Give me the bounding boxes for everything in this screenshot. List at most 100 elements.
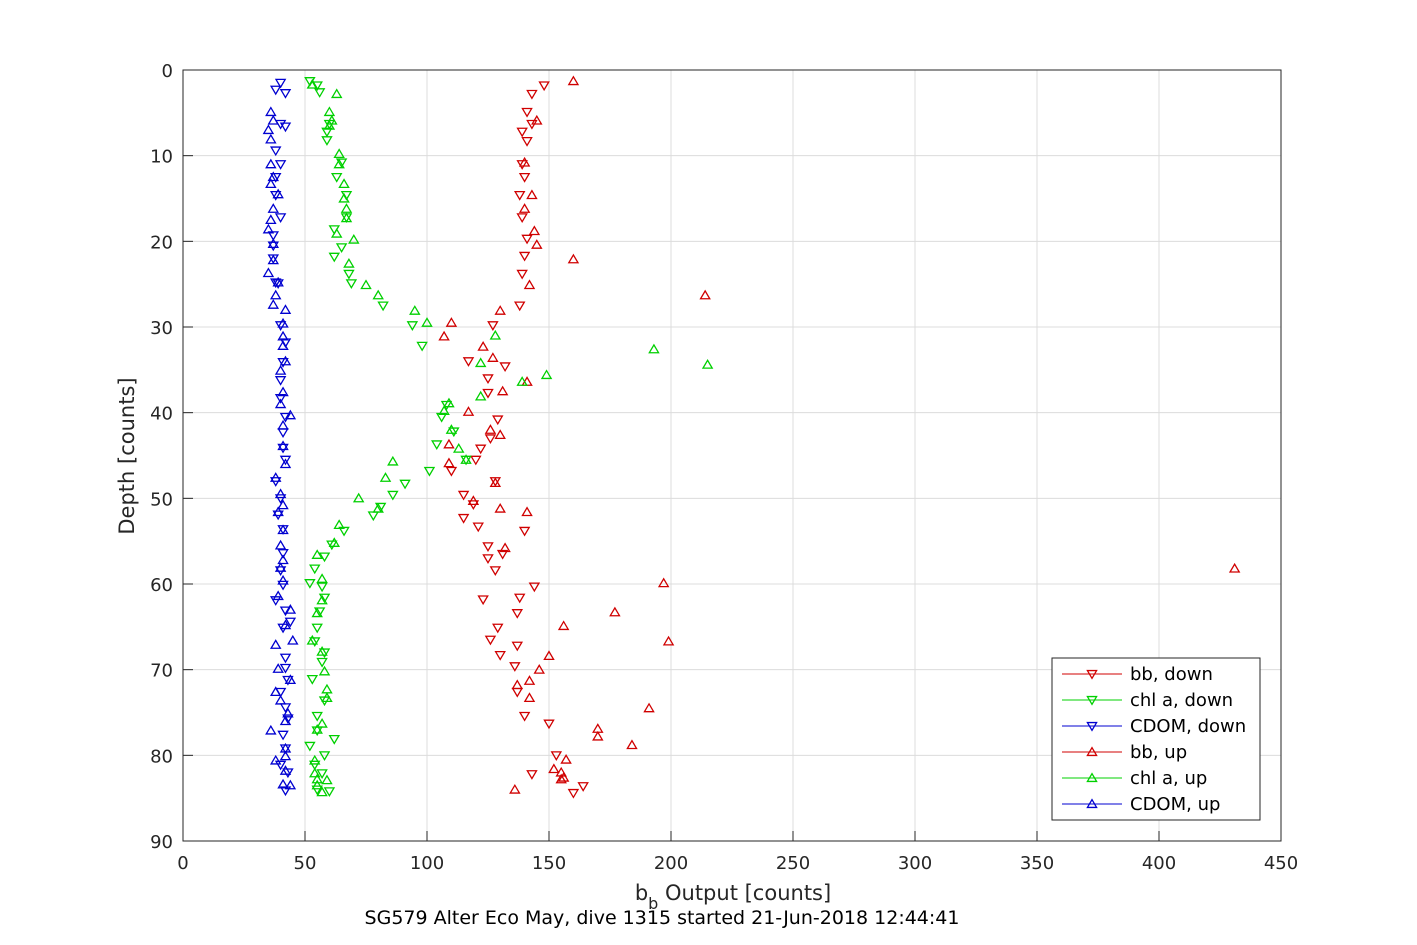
data-point xyxy=(511,641,524,652)
data-point xyxy=(274,494,287,504)
data-point xyxy=(311,779,323,790)
data-point xyxy=(526,89,538,100)
data-point xyxy=(662,635,675,646)
data-point xyxy=(328,537,341,547)
data-point xyxy=(269,472,282,482)
data-point xyxy=(1228,562,1241,573)
x-axis-label: bb Output [counts] xyxy=(635,881,831,913)
data-point xyxy=(374,502,387,513)
data-point xyxy=(352,492,365,503)
data-point xyxy=(318,552,331,563)
data-point xyxy=(372,502,384,513)
data-point xyxy=(269,639,282,649)
data-point xyxy=(284,674,297,685)
data-point xyxy=(277,340,289,350)
x-tick-label: 350 xyxy=(1020,853,1054,874)
data-point xyxy=(462,406,475,416)
series-0 xyxy=(445,81,589,799)
data-point xyxy=(279,765,292,775)
data-point xyxy=(279,619,292,630)
data-point xyxy=(521,506,533,517)
data-point xyxy=(306,674,319,685)
data-point xyxy=(277,440,289,451)
data-point xyxy=(274,321,287,331)
legend-label: bb, down xyxy=(1130,664,1213,685)
data-point xyxy=(445,466,458,477)
x-tick-label: 100 xyxy=(410,853,444,874)
data-point xyxy=(309,637,321,648)
data-point xyxy=(409,305,421,315)
data-point xyxy=(345,279,358,289)
data-point xyxy=(443,438,455,449)
data-point xyxy=(274,562,287,572)
data-point xyxy=(513,190,526,201)
x-axis-label-subscript: b xyxy=(648,894,658,913)
data-point xyxy=(279,663,292,674)
data-point xyxy=(531,114,543,125)
data-point xyxy=(499,362,511,373)
data-point xyxy=(277,730,289,741)
data-point xyxy=(279,412,292,423)
data-point xyxy=(494,429,506,440)
data-point xyxy=(496,385,509,396)
data-point xyxy=(311,607,323,618)
data-point xyxy=(445,424,458,434)
data-point xyxy=(518,172,531,183)
data-point xyxy=(521,234,533,245)
data-point xyxy=(318,751,331,761)
data-point xyxy=(477,341,489,351)
data-point xyxy=(518,711,531,722)
legend-marker xyxy=(1086,746,1098,757)
data-point xyxy=(474,357,487,368)
data-point xyxy=(309,564,321,575)
data-point xyxy=(311,723,323,734)
x-tick-label: 150 xyxy=(532,853,566,874)
data-point xyxy=(267,203,280,213)
y-tick-label: 80 xyxy=(150,746,173,767)
data-point xyxy=(277,419,289,430)
data-point xyxy=(279,786,292,797)
data-point xyxy=(445,317,458,327)
data-point xyxy=(470,455,482,466)
data-point xyxy=(523,675,536,685)
data-point xyxy=(262,124,275,135)
data-point xyxy=(343,269,355,280)
data-point xyxy=(269,754,282,765)
data-point xyxy=(467,495,480,506)
data-point xyxy=(267,114,280,125)
data-point xyxy=(511,679,524,690)
data-point xyxy=(265,133,277,144)
data-point xyxy=(482,542,494,552)
data-point xyxy=(592,730,604,741)
data-point xyxy=(431,440,443,451)
chart-caption: SG579 Alter Eco May, dive 1315 started 2… xyxy=(365,907,960,929)
data-point xyxy=(523,279,536,290)
data-point xyxy=(484,424,497,434)
x-tick-label: 450 xyxy=(1264,853,1298,874)
data-point xyxy=(313,607,326,618)
legend-label: chl a, up xyxy=(1130,768,1207,789)
legend-marker xyxy=(1086,669,1098,680)
y-tick-label: 30 xyxy=(150,318,173,339)
data-point xyxy=(323,106,336,117)
data-point xyxy=(484,434,497,445)
data-point xyxy=(513,301,526,312)
data-point xyxy=(279,458,292,469)
data-point xyxy=(282,768,294,779)
data-point xyxy=(321,136,333,146)
data-point xyxy=(489,477,502,488)
legend: bb, down chl a, down CDOM, down bb, up chl a… xyxy=(1051,657,1261,821)
data-point xyxy=(496,549,509,560)
data-point xyxy=(477,595,489,606)
data-point xyxy=(311,81,323,92)
data-point xyxy=(494,305,506,315)
data-point xyxy=(528,225,541,236)
data-point xyxy=(318,648,331,659)
data-point xyxy=(272,506,284,517)
legend-marker xyxy=(1086,695,1098,706)
data-point xyxy=(277,524,289,535)
data-point xyxy=(316,657,328,668)
series-4 xyxy=(306,78,714,797)
data-point xyxy=(269,146,282,157)
data-point xyxy=(333,148,345,159)
